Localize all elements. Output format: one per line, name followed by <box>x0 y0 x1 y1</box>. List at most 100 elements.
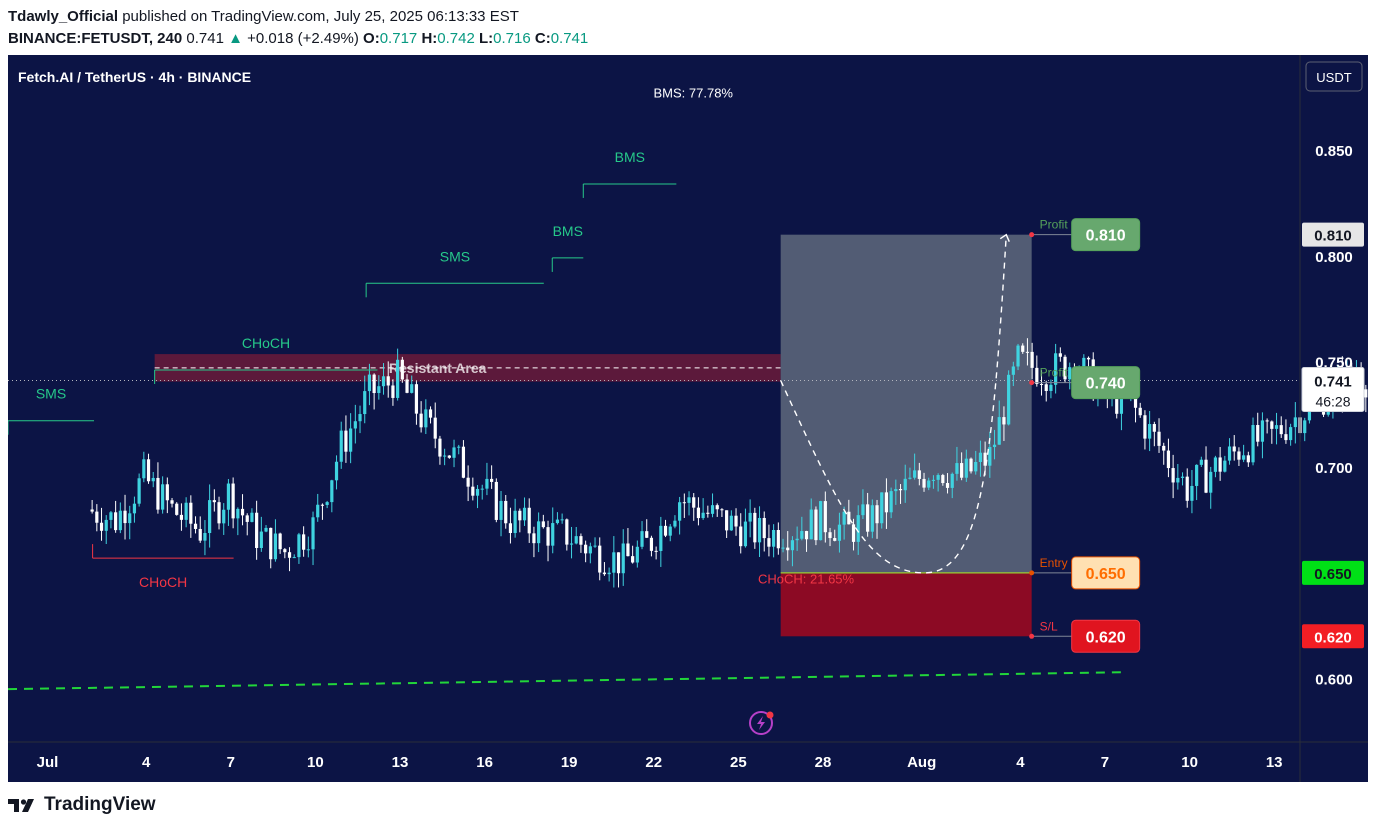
candle-up <box>1054 353 1058 385</box>
candle-down <box>1279 425 1283 435</box>
candle-up <box>203 533 207 541</box>
candle-down <box>212 500 216 503</box>
candle-down <box>663 525 668 536</box>
candle-down <box>146 459 151 482</box>
y-tick-label: 0.850 <box>1315 143 1353 160</box>
candle-up <box>588 546 592 554</box>
candle-up <box>184 502 188 520</box>
candle-down <box>1171 468 1175 483</box>
candle-up <box>292 557 296 559</box>
candle-down <box>715 505 719 510</box>
open-label: O: <box>363 30 380 47</box>
candle-down <box>579 536 583 545</box>
candle-up <box>259 531 263 548</box>
candle-up <box>339 430 343 462</box>
candle-up <box>316 504 320 518</box>
candle-down <box>1138 407 1142 416</box>
candle-up <box>931 479 936 481</box>
low-label: L: <box>478 30 494 47</box>
currency-button[interactable]: USDT <box>1305 61 1363 92</box>
candle-up <box>861 504 865 516</box>
symbol-info: BINANCE:FETUSDT, 240 0.741 ▲ +0.018 (+2.… <box>8 30 588 47</box>
candle-down <box>320 504 325 506</box>
up-arrow-icon: ▲ <box>228 30 243 47</box>
candle-down <box>1265 420 1269 422</box>
candle-down <box>419 413 423 428</box>
candle-up <box>353 421 357 429</box>
candle-up <box>1082 357 1086 373</box>
lightning-icon[interactable] <box>749 711 774 735</box>
x-tick-label: Aug <box>907 754 936 771</box>
candle-down <box>786 547 790 551</box>
candle-up <box>593 545 597 547</box>
candle-up <box>513 510 517 534</box>
candle-down <box>828 532 832 539</box>
candle-up <box>485 478 489 489</box>
candle-down <box>645 531 649 538</box>
candle-up <box>574 536 578 544</box>
entry-label: Entry <box>1040 556 1068 570</box>
candle-down <box>170 500 174 504</box>
candle-up <box>837 524 842 541</box>
candle-up <box>522 507 527 521</box>
candle-up <box>1223 460 1227 472</box>
candle-down <box>123 510 127 524</box>
candle-up <box>1011 366 1015 375</box>
x-tick-label: Jul <box>37 754 59 771</box>
candle-up <box>819 501 823 541</box>
candle-down <box>175 503 179 515</box>
candle-down <box>776 529 780 549</box>
profit-target-1-badge <box>1071 366 1141 400</box>
candle-up <box>668 526 672 536</box>
candle-down <box>1044 384 1048 391</box>
annotation-text: BMS: 77.78% <box>654 85 734 100</box>
candle-down <box>461 446 466 478</box>
candle-down <box>95 511 99 523</box>
candle-down <box>1133 394 1138 408</box>
candle-down <box>217 502 221 524</box>
stop-loss-label: S/L <box>1040 619 1058 633</box>
structure-label: SMS <box>36 386 66 402</box>
candle-down <box>1058 353 1062 357</box>
entry-dot <box>1029 570 1035 576</box>
candle-down <box>584 544 588 554</box>
candle-down <box>654 550 658 552</box>
candle-down <box>875 505 879 524</box>
candle-up <box>555 519 560 524</box>
candle-down <box>466 477 470 487</box>
candle-down <box>344 430 348 452</box>
candle-down <box>198 528 202 541</box>
candle-up <box>1007 374 1011 425</box>
candle-down <box>631 556 635 563</box>
profit-zone <box>780 234 1032 573</box>
projection-arrowhead <box>999 233 1010 242</box>
candle-down <box>1256 425 1260 442</box>
y-tick-label: 0.600 <box>1315 672 1353 689</box>
candle-up <box>927 480 931 488</box>
candle-up <box>1190 485 1194 501</box>
candle-up <box>743 521 748 547</box>
candle-down <box>1039 383 1044 385</box>
candle-up <box>964 458 968 478</box>
currency-label: USDT <box>1316 70 1351 85</box>
candle-down <box>762 517 766 539</box>
candle-up <box>757 517 762 543</box>
candle-down <box>814 509 818 541</box>
candle-up <box>842 511 846 525</box>
candle-down <box>1063 356 1067 380</box>
tradingview-logo[interactable]: TradingView <box>8 794 156 816</box>
candle-down <box>1185 476 1189 501</box>
author-name: Tdawly_Official <box>8 8 119 25</box>
candle-down <box>255 512 259 548</box>
candle-down <box>372 374 376 394</box>
candle-up <box>367 374 372 392</box>
candle-up <box>795 538 799 541</box>
price-change: +0.018 (+2.49%) <box>247 30 359 47</box>
candle-up <box>499 500 503 520</box>
x-tick-label: 16 <box>476 754 493 771</box>
candle-down <box>99 522 104 531</box>
candle-down <box>156 477 160 510</box>
candle-up <box>424 409 428 428</box>
price-chart[interactable]: Resistant Area SMS CHoCH SMS BMS BMS CHoCH BMS… <box>8 55 1368 782</box>
profit-target-1-value: 0.740 <box>1086 376 1126 393</box>
